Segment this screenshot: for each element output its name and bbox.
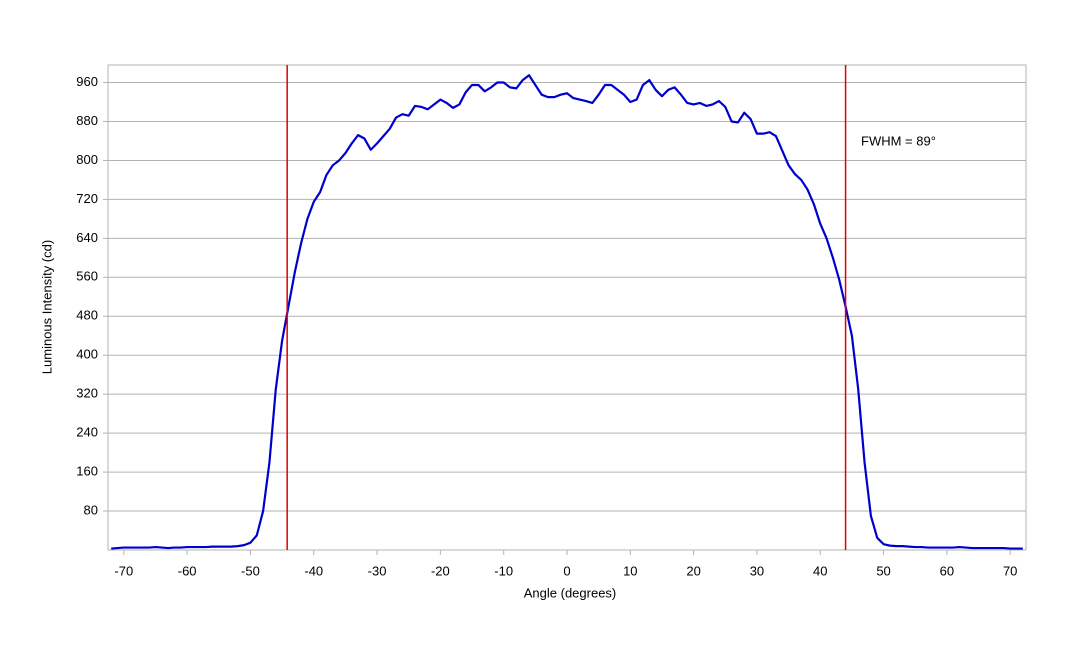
y-tick-label: 480 — [76, 308, 98, 323]
y-tick-label: 800 — [76, 152, 98, 167]
x-tick-label: 70 — [1003, 563, 1017, 578]
x-axis-label: Angle (degrees) — [524, 585, 617, 600]
annotation: FWHM = 89° — [861, 133, 936, 148]
x-tick-label: 20 — [686, 563, 700, 578]
x-tick-label: -70 — [114, 563, 133, 578]
x-tick-label: 0 — [563, 563, 570, 578]
y-tick-label: 560 — [76, 269, 98, 284]
y-tick-label: 720 — [76, 191, 98, 206]
x-tick-label: -40 — [304, 563, 323, 578]
data-line — [111, 74, 1023, 550]
x-tick-label: -20 — [431, 563, 450, 578]
plot-border — [107, 64, 1027, 551]
x-tick-label: 30 — [750, 563, 764, 578]
x-tick-label: 50 — [876, 563, 890, 578]
y-tick-label: 880 — [76, 113, 98, 128]
y-tick-label: 960 — [76, 74, 98, 89]
x-tick-label: 40 — [813, 563, 827, 578]
y-tick-label: 320 — [76, 386, 98, 401]
x-tick-label: -10 — [494, 563, 513, 578]
x-tick-label: 60 — [940, 563, 954, 578]
y-tick-label: 400 — [76, 347, 98, 362]
y-tick-label: 640 — [76, 230, 98, 245]
y-axis-label: Luminous Intensity (cd) — [39, 240, 54, 374]
x-tick-label: 10 — [623, 563, 637, 578]
x-tick-label: -30 — [368, 563, 387, 578]
y-tick-label: 240 — [76, 425, 98, 440]
x-tick-label: -50 — [241, 563, 260, 578]
y-tick-label: 160 — [76, 464, 98, 479]
y-tick-label: 80 — [84, 502, 98, 517]
x-tick-label: -60 — [178, 563, 197, 578]
